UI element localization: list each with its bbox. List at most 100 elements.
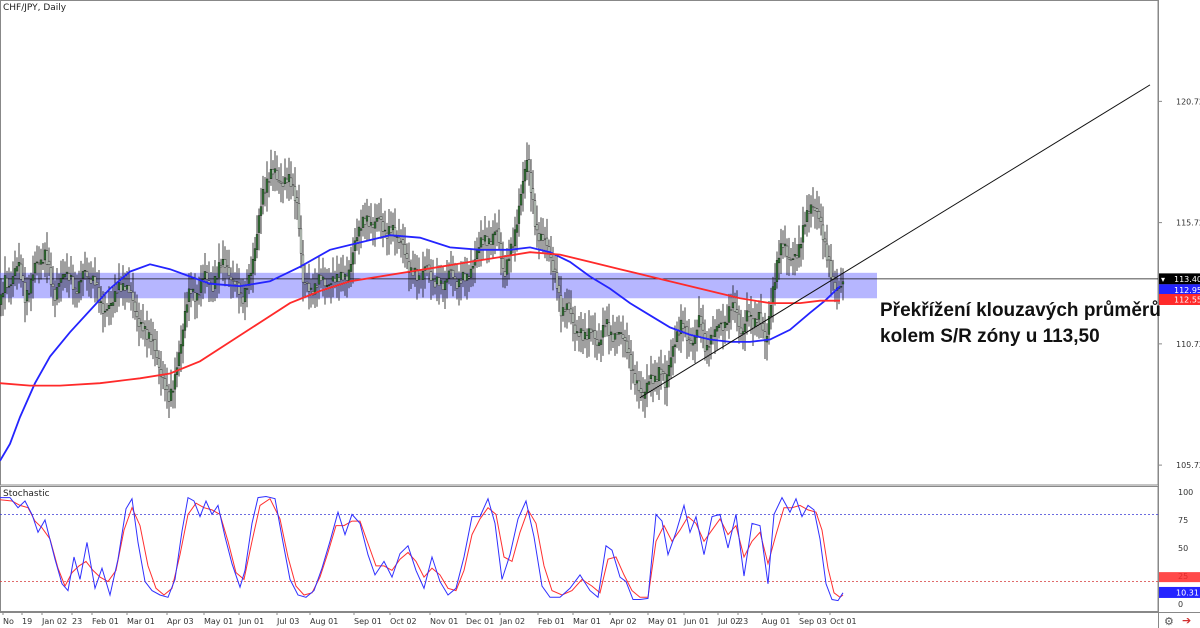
stochastic-title: Stochastic <box>3 489 50 499</box>
candle-body <box>749 315 753 317</box>
candle-body <box>173 374 177 390</box>
candle-body <box>27 293 31 295</box>
gear-icon[interactable]: ⚙ <box>1164 615 1174 628</box>
candle-body <box>253 248 257 261</box>
candle-body <box>305 281 309 284</box>
candle-body <box>235 281 239 283</box>
candle-body <box>701 322 705 331</box>
candle-body <box>479 237 483 248</box>
candle-body <box>513 229 517 247</box>
candle-body <box>73 287 77 290</box>
candle-body <box>257 215 261 233</box>
candle-body <box>249 272 253 276</box>
candle-body <box>563 309 567 312</box>
candle-body <box>335 273 339 282</box>
candle-body <box>407 261 411 273</box>
candle-body <box>295 197 299 203</box>
candle-body <box>741 331 745 335</box>
candle-body <box>601 325 605 338</box>
candle-body <box>457 279 461 287</box>
candle-body <box>183 311 187 331</box>
candle-body <box>637 380 641 392</box>
pin-icon[interactable]: ➔ <box>1182 614 1192 627</box>
candle-body <box>243 288 247 302</box>
candle-body <box>763 331 767 342</box>
candle-body <box>269 168 273 179</box>
candle-body <box>17 262 21 267</box>
candle-body <box>141 322 145 332</box>
candle-body <box>795 255 799 259</box>
price-tag <box>1159 273 1200 285</box>
candle-body <box>359 228 363 231</box>
candle-body <box>117 282 121 290</box>
candle-body <box>139 322 143 325</box>
candle-body <box>133 301 137 312</box>
candle-body <box>7 285 11 288</box>
candle-body <box>523 168 527 182</box>
time-tick-label: Aug 01 <box>310 617 338 626</box>
candle-body <box>519 193 523 206</box>
candle-body <box>21 275 25 282</box>
stochastic-d-tag <box>1159 572 1200 583</box>
candle-body <box>495 229 499 232</box>
candle-body <box>55 287 59 300</box>
stochastic-tick-label: 50 <box>1178 544 1188 553</box>
time-tick-label: Sep 01 <box>354 617 382 626</box>
candle-body <box>651 375 655 384</box>
candle-body <box>533 200 537 227</box>
candle-body <box>393 227 397 237</box>
stochastic-value-tag <box>1159 586 1200 598</box>
candle-body <box>575 331 579 334</box>
time-tick-label: Dec 01 <box>466 617 494 626</box>
candle-body <box>829 260 833 278</box>
candle-body <box>81 271 85 279</box>
stochastic-pane[interactable]: Stochastic1007550250 <box>0 486 1193 612</box>
candle-body <box>663 373 667 388</box>
candle-body <box>543 238 547 240</box>
candle-body <box>1 292 5 298</box>
candle-body <box>61 274 65 279</box>
candle-body <box>213 276 217 289</box>
time-tick-label: Aug 01 <box>762 617 790 626</box>
stochastic-k-line[interactable] <box>0 495 844 602</box>
candle-body <box>809 204 813 214</box>
trendline[interactable] <box>639 84 1151 399</box>
price-pane[interactable]: CHF/JPY, Daily 120.72 115.72 110.72 105.72 <box>0 0 1200 486</box>
stochastic-tick-label: 100 <box>1178 488 1193 497</box>
candle-body <box>785 245 789 257</box>
price-tick-label: 105.72 <box>1176 461 1200 470</box>
candle-body <box>731 302 735 309</box>
candle-body <box>255 234 259 250</box>
candle-body <box>633 373 637 385</box>
candle-body <box>537 233 541 242</box>
candle-body <box>505 259 509 275</box>
candle-body <box>399 241 403 243</box>
candle-body <box>611 333 615 342</box>
candle-body <box>527 159 531 172</box>
candle-body <box>221 258 225 265</box>
candle-body <box>179 344 183 354</box>
candle-body <box>463 273 467 282</box>
candle-body <box>747 311 751 317</box>
time-tick-label: Apr 03 <box>167 617 194 626</box>
candle-body <box>789 258 793 261</box>
candle-body <box>105 309 109 311</box>
candle-body <box>185 304 189 313</box>
candle-body <box>443 280 447 291</box>
candle-body <box>323 278 327 287</box>
candle-body <box>149 334 153 342</box>
moving-average-line[interactable] <box>0 234 841 462</box>
candle-body <box>187 288 191 302</box>
candle-body <box>435 276 439 285</box>
stochastic-d-line[interactable] <box>0 497 844 598</box>
candle-body <box>75 291 79 295</box>
candle-body <box>125 285 129 290</box>
candle-body <box>129 290 133 293</box>
candle-body <box>65 271 69 274</box>
candle-body <box>605 319 609 325</box>
moving-average-line[interactable] <box>0 251 840 387</box>
candle-body <box>459 280 463 284</box>
candle-body <box>389 226 393 233</box>
candle-body <box>177 352 181 366</box>
